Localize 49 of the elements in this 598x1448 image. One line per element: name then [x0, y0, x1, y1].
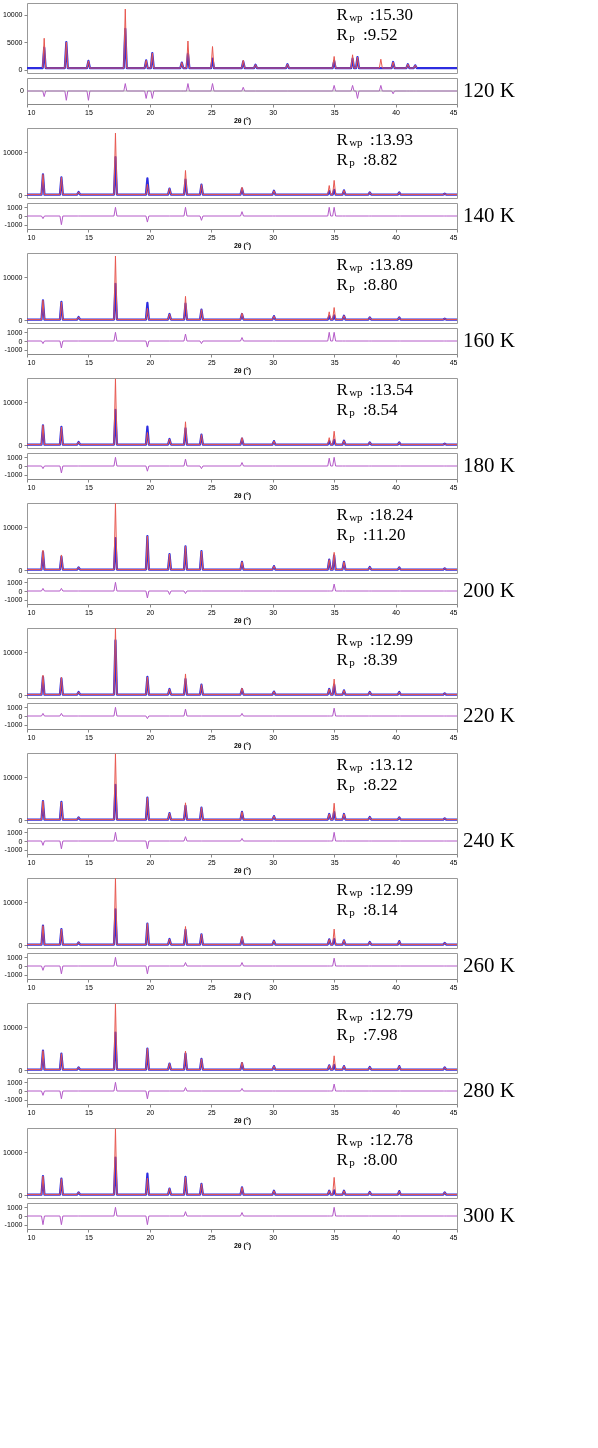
text: 220 K — [463, 703, 515, 727]
annotation: Rp :9.52 — [336, 25, 398, 44]
text: 180 K — [463, 453, 515, 477]
annotation: Rwp :13.93 — [336, 130, 413, 149]
annotation: Rwp :15.30 — [336, 5, 413, 24]
text: 200 K — [463, 578, 515, 602]
text: 300 K — [463, 1203, 515, 1227]
annotation: Rwp :13.54 — [336, 380, 414, 399]
line-series — [26, 456, 458, 474]
line-series — [26, 378, 458, 446]
annotation: Rp :8.82 — [336, 150, 398, 169]
text: 260 K — [463, 953, 515, 977]
line-series — [26, 956, 458, 975]
annotation: Rp :8.39 — [336, 650, 398, 669]
line-series — [26, 132, 458, 196]
line-series — [26, 331, 458, 349]
annotation: Rp :8.22 — [336, 775, 398, 794]
line-series — [26, 831, 458, 850]
annotation: Rwp :18.24 — [336, 505, 414, 524]
text: 140 K — [463, 203, 515, 227]
line-series — [26, 581, 458, 599]
text: 280 K — [463, 1078, 515, 1102]
line-series — [26, 1081, 458, 1100]
annotation: Rwp :12.78 — [336, 1130, 413, 1149]
line-series — [26, 1003, 458, 1071]
annotation: Rwp :13.12 — [336, 755, 413, 774]
annotation: Rp :7.98 — [336, 1025, 398, 1044]
line-series — [26, 255, 458, 321]
text: 240 K — [463, 828, 515, 852]
line-series — [42, 8, 418, 69]
annotation: Rp :8.14 — [336, 900, 399, 919]
line-series — [26, 1128, 458, 1196]
text: 120 K — [463, 78, 515, 102]
annotation: Rwp :12.99 — [336, 630, 413, 649]
annotation: Rp :8.00 — [336, 1150, 398, 1169]
annotation: Rwp :13.89 — [336, 255, 413, 274]
line-series — [26, 502, 458, 571]
line-series — [26, 877, 458, 946]
annotation: Rp :8.54 — [336, 400, 399, 419]
line-series — [26, 627, 458, 696]
line-series — [26, 753, 458, 821]
annotation: Rp :8.80 — [336, 275, 398, 294]
annotation: Rwp :12.79 — [336, 1005, 413, 1024]
line-series — [26, 706, 458, 720]
annotation: Rwp :12.99 — [336, 880, 413, 899]
line-series — [26, 1206, 458, 1226]
annotation: Rp :11.20 — [336, 525, 406, 544]
text: 160 K — [463, 328, 515, 352]
line-series — [26, 206, 458, 226]
